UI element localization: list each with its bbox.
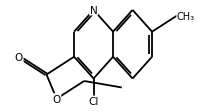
Text: O: O (53, 94, 61, 104)
Text: CH₃: CH₃ (177, 12, 195, 22)
Text: N: N (90, 6, 98, 16)
Text: O: O (15, 52, 23, 62)
Text: Cl: Cl (88, 96, 99, 106)
